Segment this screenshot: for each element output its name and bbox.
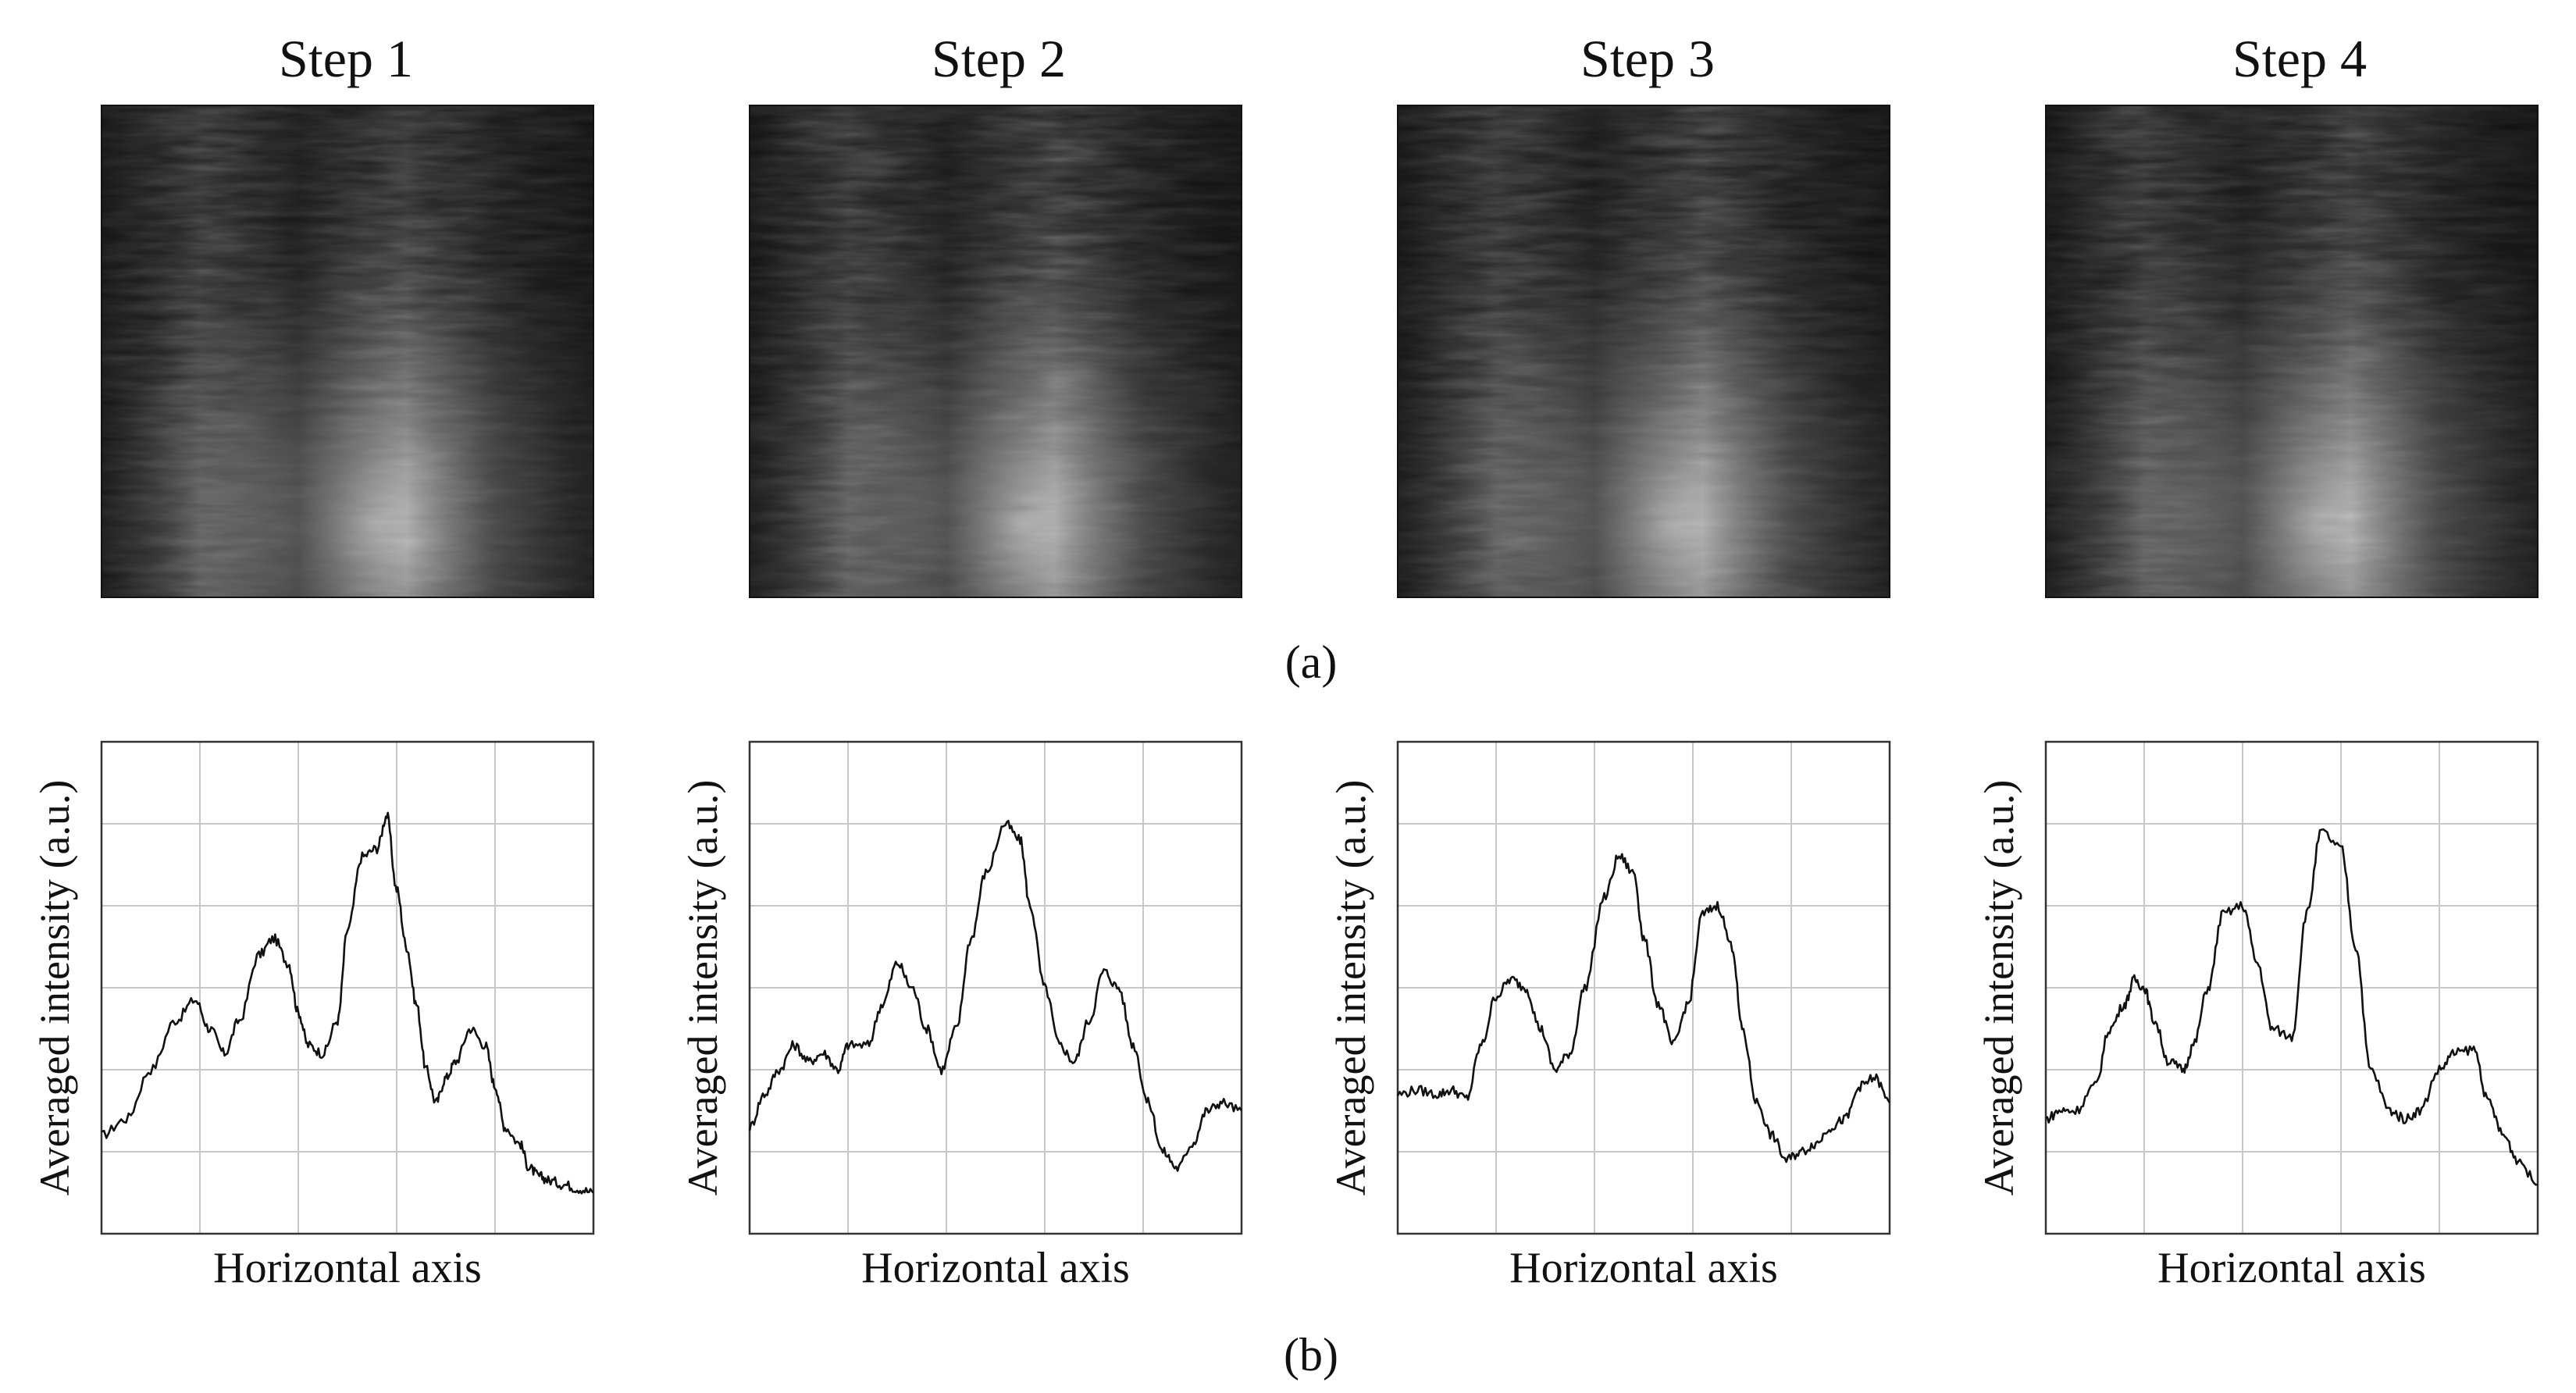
step-3-title: Step 3 <box>1580 29 1715 88</box>
intensity-profile-line <box>101 811 594 1195</box>
y-axis-label: Averaged intensity (a.u.) <box>31 780 78 1196</box>
profile-plot-step-3: Horizontal axis Averaged intensity (a.u.) <box>1327 740 1891 1292</box>
intensity-profile-line <box>1396 853 1891 1163</box>
y-axis-label: Averaged intensity (a.u.) <box>679 780 726 1196</box>
panel-a-label: (a) <box>1285 636 1338 688</box>
interference-image-step-4 <box>2045 105 2539 598</box>
y-axis-label: Averaged intensity (a.u.) <box>1327 780 1374 1196</box>
axes-frame <box>100 740 595 1235</box>
step-1-title: Step 1 <box>279 29 413 88</box>
profile-plots: Horizontal axis Averaged intensity (a.u.)… <box>31 740 2539 1292</box>
x-axis-label: Horizontal axis <box>213 1244 482 1292</box>
x-axis-label: Horizontal axis <box>861 1244 1130 1292</box>
profile-plot-step-4: Horizontal axis Averaged intensity (a.u.) <box>1976 740 2539 1292</box>
panel-b-label: (b) <box>1284 1329 1338 1381</box>
step-4-title: Step 4 <box>2232 29 2367 88</box>
interference-image-step-1 <box>101 105 594 598</box>
intensity-profile-line <box>748 819 1243 1172</box>
intensity-profile-line <box>2045 828 2539 1186</box>
image-panels <box>101 105 2539 598</box>
axes-frame <box>1396 740 1891 1235</box>
step-2-title: Step 2 <box>932 29 1066 88</box>
y-axis-label: Averaged intensity (a.u.) <box>1976 780 2022 1196</box>
profile-plot-step-1: Horizontal axis Averaged intensity (a.u.) <box>31 740 595 1292</box>
x-axis-label: Horizontal axis <box>1509 1244 1778 1292</box>
x-axis-label: Horizontal axis <box>2157 1244 2426 1292</box>
interference-image-step-3 <box>1397 105 1890 598</box>
profile-plot-step-2: Horizontal axis Averaged intensity (a.u.) <box>679 740 1243 1292</box>
axes-frame <box>748 740 1243 1235</box>
axes-frame <box>2044 740 2539 1235</box>
interference-image-step-2 <box>749 105 1242 598</box>
